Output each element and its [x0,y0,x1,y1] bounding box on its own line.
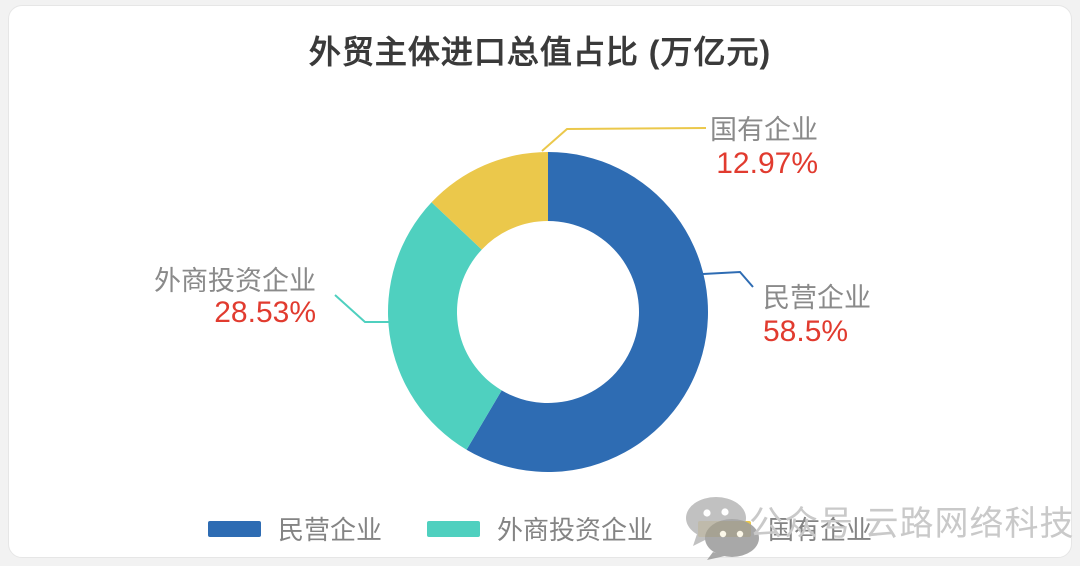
legend-label: 国有企业 [768,515,873,545]
label-line-1 [702,270,754,288]
callout-value: 12.97% [716,147,818,180]
legend-swatch [207,520,261,537]
callout-private: 民营企业 58.5% [763,282,871,349]
pie-slice-3 [431,152,548,250]
callout-value: 58.5% [763,315,849,348]
pie-slice-1 [466,152,708,472]
legend-swatch [698,520,751,537]
chart-legend: 民营企业 外商投资企业 国有企业 [0,510,1080,547]
callout-name: 国有企业 [710,115,818,145]
pie-slice-2 [388,202,502,450]
callout-name: 外商投资企业 [154,266,316,296]
legend-swatch [426,520,480,537]
legend-label: 外商投资企业 [496,515,653,545]
chart-title: 外贸主体进口总值占比 (万亿元) [308,34,772,70]
callout-name: 民营企业 [763,283,871,313]
callout-value: 28.53% [214,296,316,329]
legend-label: 民营企业 [277,515,382,545]
callout-state-owned: 国有企业 12.97% [710,114,818,182]
legend-item-private: 民营企业 [207,510,382,547]
legend-item-state-owned: 国有企业 [698,510,872,547]
callout-foreign-invested: 外商投资企业 28.53% [154,266,316,330]
label-line-2 [334,294,390,323]
label-line-3 [541,127,707,152]
legend-item-foreign-invested: 外商投资企业 [426,510,653,547]
